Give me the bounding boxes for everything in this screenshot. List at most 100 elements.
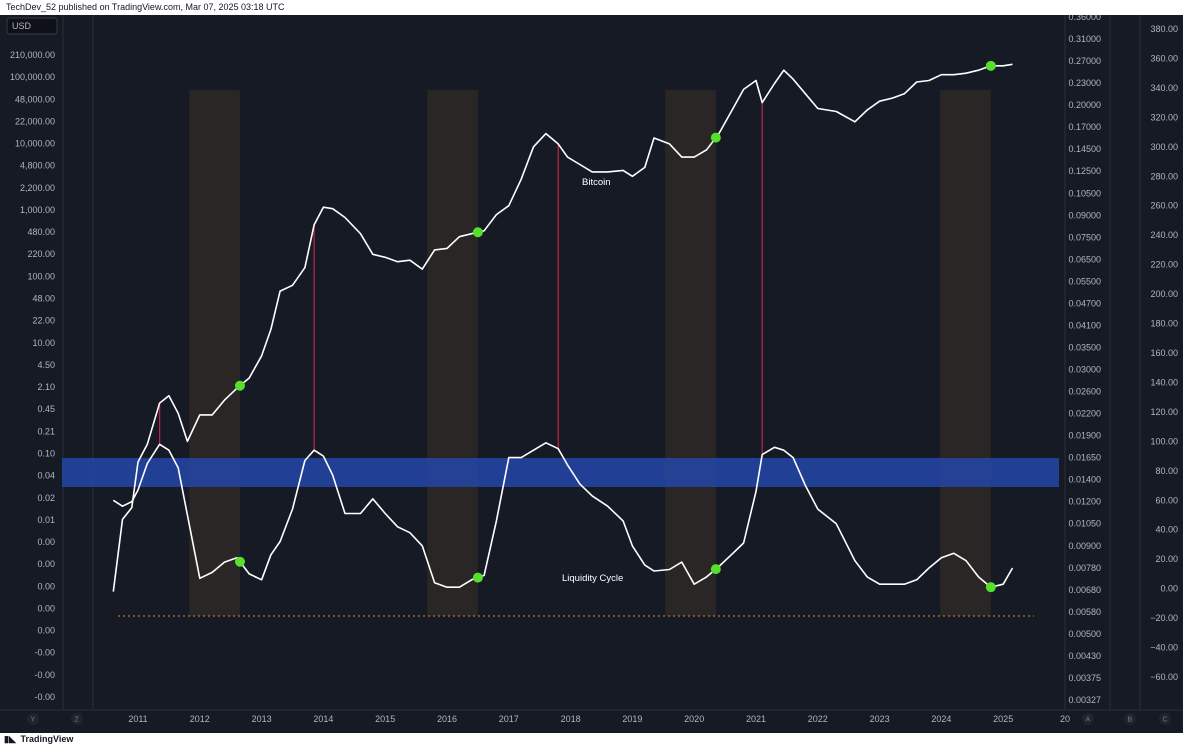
- right-tick-label: 120.00: [1150, 407, 1178, 417]
- chart-background: [0, 15, 1183, 733]
- mid-tick-label: 0.00375: [1068, 673, 1101, 683]
- x-tick-label: 2023: [870, 714, 890, 724]
- right-tick-label: 40.00: [1155, 525, 1178, 535]
- svg-text:A: A: [1086, 717, 1091, 724]
- right-tick-label: 360.00: [1150, 53, 1178, 63]
- left-tick-label: 0.04: [37, 471, 55, 481]
- tradingview-logo-icon: ▮◣: [4, 734, 16, 744]
- right-tick-label: 200.00: [1150, 289, 1178, 299]
- right-tick-label: 80.00: [1155, 466, 1178, 476]
- svg-text:C: C: [1163, 717, 1168, 724]
- scale-button-a[interactable]: A: [1082, 713, 1094, 725]
- liquidity-marker: [234, 556, 245, 567]
- mid-tick-label: 0.09000: [1068, 210, 1101, 220]
- right-tick-label: −20.00: [1150, 613, 1178, 623]
- left-tick-label: 0.02: [37, 493, 55, 503]
- left-tick-label: -0.00: [34, 670, 55, 680]
- mid-tick-label: 0.17000: [1068, 122, 1101, 132]
- right-tick-label: 160.00: [1150, 348, 1178, 358]
- published-by-text: TechDev_52 published on TradingView.com,…: [6, 2, 285, 12]
- right-tick-label: 380.00: [1150, 24, 1178, 34]
- left-tick-label: 100,000.00: [10, 72, 55, 82]
- mid-tick-label: 0.04100: [1068, 320, 1101, 330]
- bitcoin-marker: [234, 380, 245, 391]
- mid-tick-label: 0.03500: [1068, 342, 1101, 352]
- right-tick-label: 260.00: [1150, 201, 1178, 211]
- left-tick-label: 0.10: [37, 448, 55, 458]
- accumulation-shade: [189, 90, 240, 616]
- mid-tick-label: 0.01200: [1068, 497, 1101, 507]
- x-tick-label: 2018: [561, 714, 581, 724]
- liquidity-cycle-annotation: Liquidity Cycle: [562, 573, 623, 584]
- bitcoin-annotation: Bitcoin: [582, 177, 611, 188]
- left-tick-label: 0.01: [37, 515, 55, 525]
- mid-tick-label: 0.07500: [1068, 232, 1101, 242]
- mid-tick-label: 0.01050: [1068, 519, 1101, 529]
- right-tick-label: 340.00: [1150, 83, 1178, 93]
- right-tick-label: 140.00: [1150, 377, 1178, 387]
- x-tick-label: 2019: [622, 714, 642, 724]
- middle-price-axis[interactable]: 0.36000 0.31000 0.27000 0.23000 0.20000 0.170…: [1068, 15, 1101, 705]
- mid-tick-label: 0.02200: [1068, 409, 1101, 419]
- svg-text:B: B: [1128, 717, 1133, 724]
- left-tick-label: 2,200.00: [20, 183, 55, 193]
- mid-tick-label: 0.02600: [1068, 387, 1101, 397]
- left-tick-label: 100.00: [27, 271, 55, 281]
- bitcoin-marker: [710, 132, 721, 143]
- mid-tick-label: 0.01900: [1068, 431, 1101, 441]
- mid-tick-label: 0.00780: [1068, 563, 1101, 573]
- right-tick-label: 100.00: [1150, 436, 1178, 446]
- left-price-axis[interactable]: 210,000.00 100,000.00 48,000.00 22,000.00 10…: [10, 50, 55, 702]
- left-tick-label: 22.00: [32, 316, 55, 326]
- right-tick-label: 300.00: [1150, 142, 1178, 152]
- right-tick-label: −60.00: [1150, 672, 1178, 682]
- right-tick-label: 60.00: [1155, 495, 1178, 505]
- x-tick-label: 2024: [931, 714, 951, 724]
- left-tick-label: 48,000.00: [15, 94, 55, 104]
- x-tick-label: 2016: [437, 714, 457, 724]
- mid-tick-label: 0.01400: [1068, 475, 1101, 485]
- bitcoin-marker: [472, 227, 483, 238]
- scale-button-z[interactable]: Z: [71, 713, 83, 725]
- left-tick-label: 0.00: [37, 626, 55, 636]
- left-tick-label: 4,800.00: [20, 161, 55, 171]
- mid-tick-label: 0.04700: [1068, 298, 1101, 308]
- left-tick-label: 10,000.00: [15, 139, 55, 149]
- pane-dividers: [0, 15, 1183, 711]
- mid-tick-label: 0.00430: [1068, 651, 1101, 661]
- currency-badge-label: USD: [12, 21, 32, 31]
- mid-tick-label: 0.05500: [1068, 276, 1101, 286]
- x-tick-label: 2017: [499, 714, 519, 724]
- cycle-peak-lines: [159, 102, 763, 455]
- svg-text:Z: Z: [75, 717, 80, 724]
- accumulation-shade: [665, 90, 716, 616]
- liquidity-threshold-band: [62, 458, 1059, 487]
- x-tick-label: 2025: [993, 714, 1013, 724]
- mid-tick-label: 0.00680: [1068, 585, 1101, 595]
- right-tick-label: 280.00: [1150, 171, 1178, 181]
- scale-button-b[interactable]: B: [1124, 713, 1136, 725]
- right-price-axis[interactable]: 380.00 360.00 340.00 320.00 300.00 280.00 260.…: [1150, 24, 1178, 682]
- left-tick-label: 0.00: [37, 581, 55, 591]
- mid-tick-label: 0.20000: [1068, 100, 1101, 110]
- mid-tick-label: 0.03000: [1068, 365, 1101, 375]
- publication-header: TechDev_52 published on TradingView.com,…: [0, 0, 1183, 15]
- left-tick-label: -0.00: [34, 692, 55, 702]
- left-tick-label: 480.00: [27, 227, 55, 237]
- time-axis[interactable]: 2011 2012 2013 2014 2015 2016 2017 2018 2019 2020…: [128, 714, 1070, 724]
- scale-button-y[interactable]: Y: [27, 713, 39, 725]
- mid-tick-label: 0.27000: [1068, 56, 1101, 66]
- chart-canvas[interactable]: USD Bitcoin Liquidity Cycle 210,000.00 10…: [0, 15, 1183, 733]
- currency-badge[interactable]: [6, 17, 58, 35]
- x-tick-label: 2013: [252, 714, 272, 724]
- mid-tick-label: 0.31000: [1068, 34, 1101, 44]
- left-tick-label: -0.00: [34, 648, 55, 658]
- left-tick-label: 48.00: [32, 294, 55, 304]
- x-tick-label: 2011: [128, 714, 147, 724]
- left-tick-label: 0.00: [37, 537, 55, 547]
- mid-tick-label: 0.36000: [1068, 15, 1101, 22]
- left-tick-label: 0.45: [37, 404, 55, 414]
- right-tick-label: 20.00: [1155, 554, 1178, 564]
- scale-button-c[interactable]: C: [1159, 713, 1171, 725]
- left-tick-label: 1,000.00: [20, 205, 55, 215]
